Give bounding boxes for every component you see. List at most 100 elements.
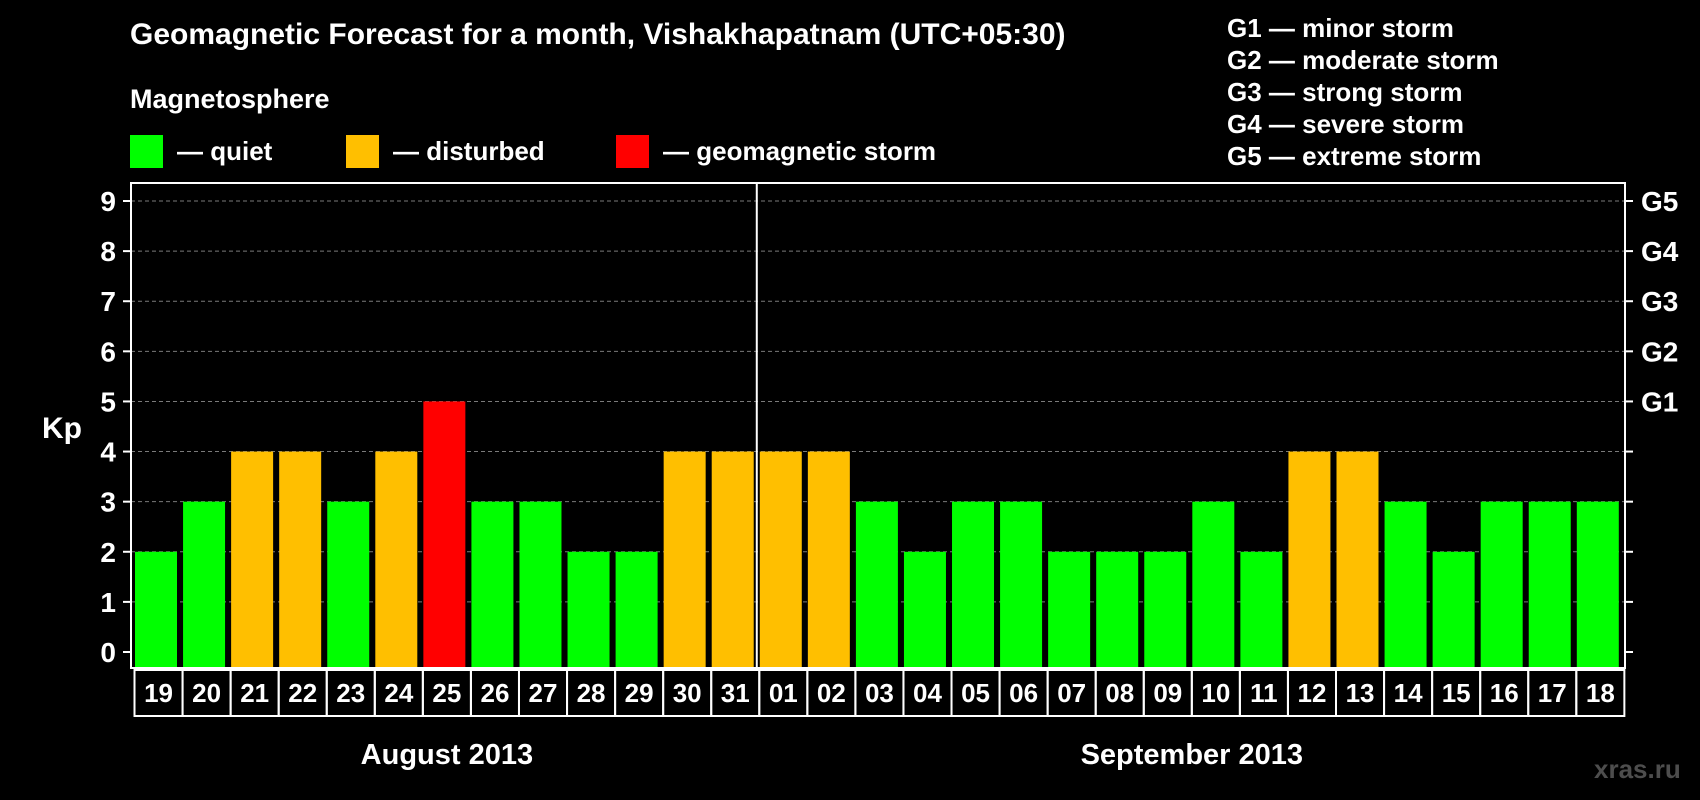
bar-kp-15	[1432, 551, 1475, 668]
storm-level-g1: G1 — minor storm	[1227, 13, 1454, 43]
legend-swatch-disturbed	[346, 134, 379, 168]
bar-kp-01	[759, 451, 802, 668]
bar-kp-13	[1336, 451, 1379, 668]
x-tick-label-19: 19	[144, 678, 173, 708]
x-tick-label-08: 08	[1105, 678, 1134, 708]
right-axis-label-g2: G2	[1641, 336, 1678, 367]
right-axis-label-g5: G5	[1641, 186, 1678, 217]
y-tick-label: 9	[100, 186, 116, 217]
storm-level-g4: G4 — severe storm	[1227, 109, 1465, 139]
legend-item-storm: — geomagnetic storm	[616, 134, 936, 168]
x-tick-label-20: 20	[192, 678, 221, 708]
bar-kp-23	[327, 501, 370, 668]
x-tick-label-03: 03	[865, 678, 894, 708]
x-tick-label-24: 24	[384, 678, 413, 708]
bar-kp-30	[663, 451, 706, 668]
right-axis-label-g1: G1	[1641, 386, 1678, 417]
x-tick-label-11: 11	[1250, 678, 1278, 708]
x-tick-label-10: 10	[1201, 678, 1230, 708]
legend-label-quiet: — quiet	[177, 135, 273, 166]
bar-kp-20	[183, 501, 226, 668]
right-axis-label-g3: G3	[1641, 286, 1678, 317]
bar-kp-18	[1576, 501, 1619, 668]
legend-item-quiet: — quiet	[130, 134, 273, 168]
bar-kp-17	[1528, 501, 1571, 668]
bar-kp-28	[567, 551, 610, 668]
y-axis-label: Kp	[42, 412, 82, 445]
bar-kp-24	[375, 451, 418, 668]
y-tick-label: 0	[100, 637, 116, 668]
x-tick-label-16: 16	[1490, 678, 1519, 708]
x-tick-label-26: 26	[480, 678, 509, 708]
watermark: xras.ru	[1594, 754, 1681, 784]
y-tick-label: 2	[100, 537, 116, 568]
x-tick-label-25: 25	[432, 678, 461, 708]
y-tick-label: 1	[100, 587, 116, 618]
bar-kp-31	[711, 451, 754, 668]
bar-kp-06	[1000, 501, 1043, 668]
y-tick-label: 5	[100, 386, 116, 417]
x-tick-label-22: 22	[288, 678, 317, 708]
legend-swatch-storm	[616, 134, 649, 168]
storm-level-g5: G5 — extreme storm	[1227, 141, 1482, 171]
x-tick-label-12: 12	[1298, 678, 1327, 708]
bar-kp-03	[855, 501, 898, 668]
x-tick-label-18: 18	[1586, 678, 1615, 708]
x-tick-label-31: 31	[721, 678, 750, 708]
bar-kp-07	[1048, 551, 1091, 668]
bar-kp-05	[952, 501, 995, 668]
bar-kp-26	[471, 501, 514, 668]
x-tick-label-04: 04	[913, 678, 942, 708]
bar-kp-10	[1192, 501, 1235, 668]
month-label-0: August 2013	[361, 739, 533, 771]
legend-swatch-quiet	[130, 134, 163, 168]
x-tick-label-21: 21	[240, 678, 269, 708]
bar-kp-04	[903, 551, 946, 668]
bar-kp-02	[807, 451, 850, 668]
y-tick-label: 8	[100, 236, 116, 267]
x-tick-label-17: 17	[1538, 678, 1567, 708]
bar-kp-11	[1240, 551, 1283, 668]
bar-kp-25	[423, 401, 466, 668]
x-tick-label-07: 07	[1057, 678, 1086, 708]
x-tick-label-09: 09	[1153, 678, 1182, 708]
bar-kp-29	[615, 551, 658, 668]
bar-kp-14	[1384, 501, 1427, 668]
x-tick-label-02: 02	[817, 678, 846, 708]
plot-frame	[130, 182, 1626, 669]
bar-kp-12	[1288, 451, 1331, 668]
bar-kp-09	[1144, 551, 1187, 668]
x-tick-label-06: 06	[1009, 678, 1038, 708]
x-tick-label-13: 13	[1346, 678, 1375, 708]
bar-kp-19	[135, 551, 177, 668]
x-tick-label-27: 27	[529, 678, 558, 708]
x-tick-label-14: 14	[1394, 678, 1423, 708]
y-tick-label: 7	[100, 286, 116, 317]
storm-level-g3: G3 — strong storm	[1227, 77, 1463, 107]
legend-subtitle: Magnetosphere	[130, 84, 330, 114]
bar-kp-16	[1480, 501, 1523, 668]
storm-level-g2: G2 — moderate storm	[1227, 45, 1499, 75]
y-tick-label: 3	[100, 487, 116, 518]
x-tick-label-01: 01	[769, 678, 798, 708]
right-axis-label-g4: G4	[1641, 236, 1679, 267]
storm-level-list: G1 — minor storm G2 — moderate storm G3 …	[1227, 12, 1499, 172]
y-tick-label: 6	[100, 336, 116, 367]
x-tick-box	[1575, 669, 1626, 717]
legend-item-disturbed: — disturbed	[346, 134, 545, 168]
month-label-1: September 2013	[1081, 739, 1303, 771]
y-tick-label: 4	[100, 437, 116, 468]
chart-title: Geomagnetic Forecast for a month, Vishak…	[130, 18, 1066, 51]
x-tick-label-29: 29	[625, 678, 654, 708]
x-tick-label-28: 28	[577, 678, 606, 708]
x-tick-label-15: 15	[1442, 678, 1471, 708]
bar-kp-21	[231, 451, 274, 668]
x-tick-label-05: 05	[961, 678, 990, 708]
legend-label-disturbed: — disturbed	[393, 135, 545, 166]
x-tick-label-30: 30	[673, 678, 702, 708]
bar-kp-27	[519, 501, 562, 668]
bar-kp-08	[1096, 551, 1139, 668]
bar-kp-22	[279, 451, 322, 668]
x-tick-label-23: 23	[336, 678, 365, 708]
